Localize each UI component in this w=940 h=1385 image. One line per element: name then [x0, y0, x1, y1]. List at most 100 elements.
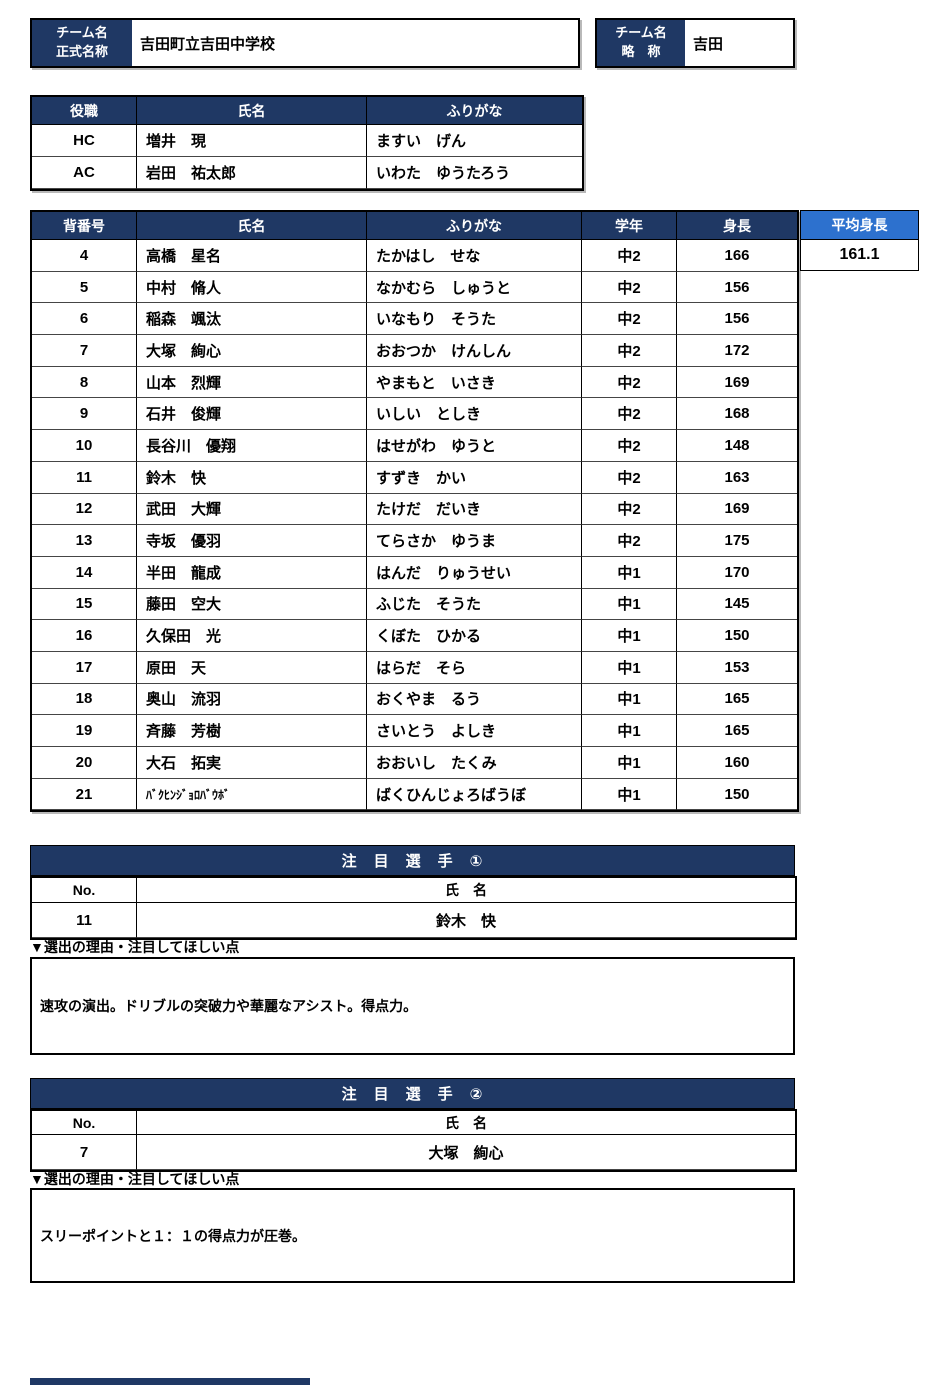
cell: 中2 [582, 303, 677, 336]
cell: 11 [32, 903, 137, 938]
featured-player-2-table: No. 氏 名 7 大塚 絢心 [30, 1109, 797, 1172]
cell: 増井 現 [137, 125, 367, 157]
cell: 19 [32, 715, 137, 747]
cell: 中2 [582, 398, 677, 431]
cell: 9 [32, 398, 137, 431]
featured-player-2-reason: スリーポイントと１：１の得点力が圧巻。 [30, 1188, 795, 1283]
cell: 中2 [582, 366, 677, 399]
cell: 高橋 星名 [137, 240, 367, 272]
cell: 18 [32, 683, 137, 716]
team-short-name: 吉田 [685, 20, 793, 66]
header-cell: ふりがな [367, 97, 582, 125]
featured-player-1-reason: 速攻の演出。ドリブルの突破力や華麗なアシスト。得点力。 [30, 957, 795, 1055]
cell: 6 [32, 303, 137, 336]
cell: 中2 [582, 525, 677, 557]
header-cell: 役職 [32, 97, 137, 125]
cell: くぼた ひかる [367, 620, 582, 652]
average-height-block: 平均身長 161.1 [800, 210, 919, 271]
cell: 166 [677, 240, 797, 272]
cell: ふじた そうた [367, 588, 582, 621]
cell: なかむら しゅうと [367, 271, 582, 304]
cell: 大塚 絢心 [137, 335, 367, 367]
cell: 鈴木 快 [137, 903, 795, 938]
cell: 8 [32, 366, 137, 399]
cell: はせがわ ゆうと [367, 430, 582, 462]
cell: たけだ だいき [367, 493, 582, 526]
cell: 15 [32, 588, 137, 621]
cell: 11 [32, 461, 137, 494]
cell: 21 [32, 778, 137, 811]
cell: 13 [32, 525, 137, 557]
cell: 175 [677, 525, 797, 557]
header-cell: No. [32, 878, 137, 903]
cell: 藤田 空大 [137, 588, 367, 621]
cell: 148 [677, 430, 797, 462]
team-short-label: チーム名 略 称 [597, 20, 685, 66]
cell: 中2 [582, 430, 677, 462]
cell: 165 [677, 715, 797, 747]
cell: 中1 [582, 683, 677, 716]
cell: 160 [677, 747, 797, 779]
cell: てらさか ゆうま [367, 525, 582, 557]
cell: 16 [32, 620, 137, 652]
header-cell: 背番号 [32, 212, 137, 240]
cell: 中1 [582, 588, 677, 621]
cell: 163 [677, 462, 797, 494]
cell: さいとう よしき [367, 715, 582, 747]
cell: 中2 [582, 271, 677, 304]
cell: 4 [32, 240, 137, 272]
cell: 170 [677, 557, 797, 589]
cell: 153 [677, 652, 797, 684]
roster-table: 背番号 氏名 ふりがな 学年 身長 4 高橋 星名 たかはし せな 中2 166 5 中村 脩人 なかむ… [30, 210, 799, 813]
header-cell: 氏名 [137, 212, 367, 240]
team-official-label-line2: 正式名称 [55, 44, 108, 59]
team-official-label-line1: チーム名 [56, 25, 108, 41]
featured-player-2-reason-label: ▼選出の理由・注目してほしい点 [30, 1171, 240, 1187]
cell: ばくひんじょろばうぼ [367, 778, 582, 811]
team-official-box: チーム名 正式名称 吉田町立吉田中学校 [30, 18, 580, 68]
average-height-header: 平均身長 [800, 210, 919, 240]
cell: 中2 [582, 240, 677, 272]
cell: 169 [677, 494, 797, 526]
cell: 17 [32, 651, 137, 684]
cell: 中1 [582, 778, 677, 811]
cell: AC [32, 157, 137, 189]
cell: おおいし たくみ [367, 747, 582, 779]
cell: 14 [32, 556, 137, 589]
team-official-name: 吉田町立吉田中学校 [132, 20, 578, 66]
cell: はんだ りゅうせい [367, 556, 582, 589]
average-height-value: 161.1 [800, 240, 919, 271]
cell: 中2 [582, 493, 677, 526]
cell: 奥山 流羽 [137, 683, 367, 716]
cell: 稲森 颯汰 [137, 303, 367, 336]
cell: 7 [32, 335, 137, 367]
cell: 中2 [582, 335, 677, 367]
cell: 168 [677, 398, 797, 431]
cell: 寺坂 優羽 [137, 525, 367, 557]
team-short-box: チーム名 略 称 吉田 [595, 18, 795, 68]
cell: 156 [677, 272, 797, 304]
cell: 山本 烈輝 [137, 366, 367, 399]
header-cell: No. [32, 1111, 137, 1135]
cell: 150 [677, 779, 797, 811]
cell: 中2 [582, 461, 677, 494]
team-official-label: チーム名 正式名称 [32, 20, 132, 66]
cell: 145 [677, 589, 797, 621]
cell: 中1 [582, 747, 677, 779]
cell: 5 [32, 271, 137, 304]
cell: 久保田 光 [137, 620, 367, 652]
header-cell: 氏 名 [137, 878, 795, 903]
cell: 20 [32, 747, 137, 779]
cell: ますい げん [367, 125, 582, 157]
header-cell: 氏 名 [137, 1111, 795, 1135]
cell: はらだ そら [367, 651, 582, 684]
cell: 中1 [582, 651, 677, 684]
cell: 172 [677, 335, 797, 367]
cell: 10 [32, 430, 137, 462]
cell: 中1 [582, 556, 677, 589]
header-cell: 身長 [677, 212, 797, 240]
cell: HC [32, 125, 137, 157]
cell: 半田 龍成 [137, 556, 367, 589]
team-short-label-line2: 略 称 [621, 44, 661, 59]
cell: 岩田 祐太郎 [137, 157, 367, 189]
